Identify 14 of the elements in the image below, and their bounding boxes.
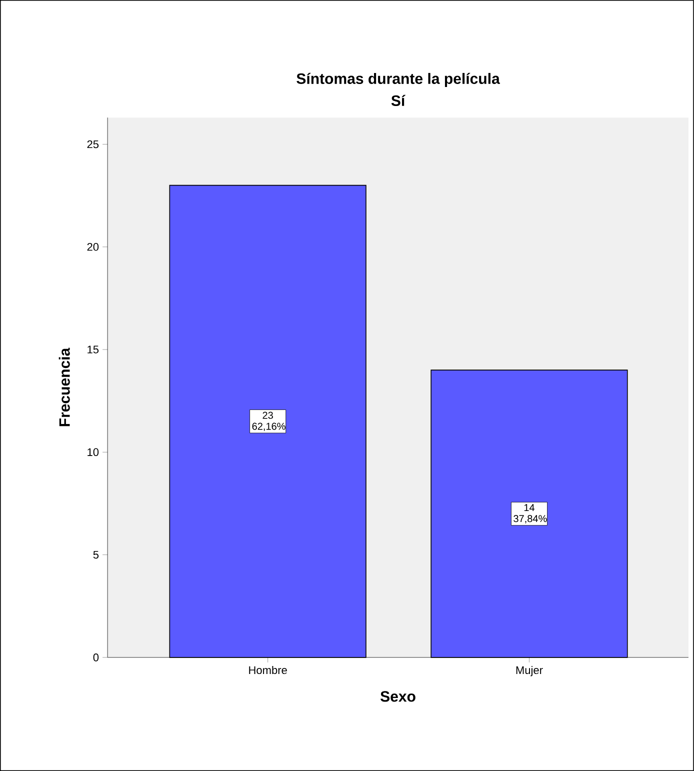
y-tick-label: 0 [93, 654, 99, 662]
y-tick-label: 15 [88, 346, 99, 354]
y-axis-title: Frecuencia [58, 348, 70, 426]
data-label: 14 37,84% [514, 504, 547, 524]
x-tick-label: Hombre [249, 666, 287, 674]
x-tick-label: Mujer [516, 666, 543, 676]
y-tick-label: 20 [87, 243, 99, 251]
x-axis-title: Sexo [380, 691, 416, 702]
data-label: 23 62,16% [252, 412, 286, 432]
chart-title: Síntomas durante la película [296, 72, 500, 87]
y-tick-label: 25 [87, 140, 99, 148]
chart-subtitle: Sí [391, 94, 406, 106]
y-tick-label: 5 [93, 550, 99, 559]
y-tick-label: 10 [88, 448, 99, 456]
